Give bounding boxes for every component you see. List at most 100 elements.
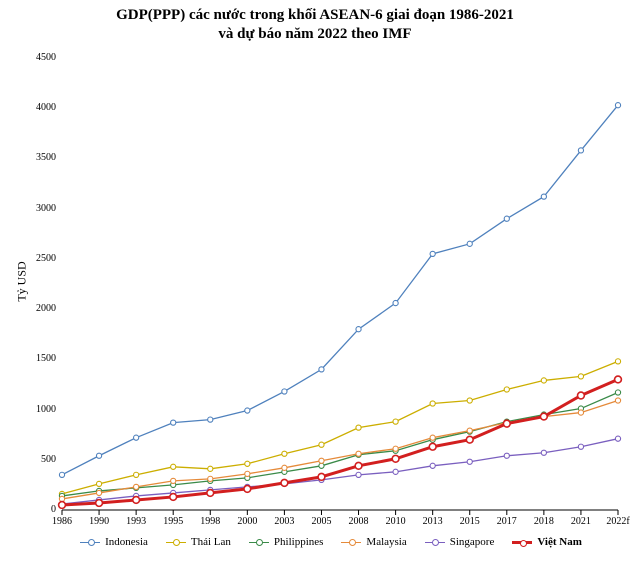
series-marker — [355, 462, 362, 469]
y-tick-label: 3000 — [36, 203, 56, 214]
y-tick-label: 2500 — [36, 253, 56, 264]
x-tick-label: 2021 — [565, 516, 597, 527]
series-marker — [466, 436, 473, 443]
series-marker — [467, 459, 472, 464]
legend-label: Malaysia — [366, 536, 406, 548]
series-marker — [356, 472, 361, 477]
legend-label: Thái Lan — [191, 536, 231, 548]
x-tick-label: 1993 — [120, 516, 152, 527]
series-marker — [578, 410, 583, 415]
x-tick-label: 1990 — [83, 516, 115, 527]
series-marker — [96, 490, 101, 495]
legend-item-malaysia: Malaysia — [341, 536, 406, 548]
legend-marker-icon — [432, 539, 439, 546]
series-marker — [503, 420, 510, 427]
series-line-philippines — [62, 392, 618, 495]
x-tick-label: 2018 — [528, 516, 560, 527]
series-marker — [281, 479, 288, 486]
legend-swatch — [425, 542, 445, 543]
x-tick-label: 1986 — [46, 516, 78, 527]
y-tick-label: 4500 — [36, 52, 56, 63]
x-tick-label: 2008 — [343, 516, 375, 527]
x-tick-label: 2022f — [602, 516, 630, 527]
y-tick-label: 0 — [51, 504, 56, 515]
legend-swatch — [166, 542, 186, 543]
series-marker — [319, 442, 324, 447]
series-marker — [467, 398, 472, 403]
series-marker — [393, 446, 398, 451]
legend-label: Philippines — [274, 536, 324, 548]
series-marker — [319, 367, 324, 372]
series-marker — [615, 359, 620, 364]
series-marker — [615, 398, 620, 403]
legend-swatch — [249, 542, 269, 543]
series-marker — [96, 500, 103, 507]
series-marker — [134, 472, 139, 477]
series-marker — [393, 419, 398, 424]
series-marker — [208, 476, 213, 481]
x-tick-label: 2003 — [268, 516, 300, 527]
series-marker — [96, 453, 101, 458]
x-tick-label: 2015 — [454, 516, 486, 527]
series-marker — [59, 472, 64, 477]
legend-marker-icon — [349, 539, 356, 546]
series-marker — [430, 251, 435, 256]
y-tick-label: 1500 — [36, 353, 56, 364]
series-marker — [245, 471, 250, 476]
legend-item-singapore: Singapore — [425, 536, 495, 548]
series-marker — [504, 387, 509, 392]
series-marker — [430, 435, 435, 440]
series-marker — [467, 428, 472, 433]
series-marker — [59, 502, 66, 509]
series-marker — [578, 392, 585, 399]
series-marker — [319, 458, 324, 463]
series-marker — [429, 443, 436, 450]
series-marker — [615, 436, 620, 441]
series-marker — [282, 389, 287, 394]
chart-container: GDP(PPP) các nước trong khối ASEAN-6 gia… — [0, 0, 630, 563]
x-tick-label: 2013 — [417, 516, 449, 527]
series-marker — [578, 374, 583, 379]
y-tick-label: 4000 — [36, 102, 56, 113]
y-tick-label: 3500 — [36, 152, 56, 163]
y-axis-label: Tỷ USD — [15, 261, 30, 301]
series-marker — [430, 401, 435, 406]
series-marker — [392, 455, 399, 462]
x-tick-label: 1998 — [194, 516, 226, 527]
series-marker — [467, 241, 472, 246]
legend-marker-icon — [173, 539, 180, 546]
series-marker — [96, 481, 101, 486]
series-line-việt-nam — [62, 379, 618, 505]
x-tick-label: 2005 — [305, 516, 337, 527]
series-marker — [171, 420, 176, 425]
series-marker — [393, 469, 398, 474]
series-marker — [282, 451, 287, 456]
series-marker — [59, 496, 64, 501]
series-marker — [540, 413, 547, 420]
series-marker — [356, 425, 361, 430]
chart-title-line1: GDP(PPP) các nước trong khối ASEAN-6 gia… — [116, 7, 514, 23]
x-tick-label: 2017 — [491, 516, 523, 527]
chart-title-line2: và dự báo năm 2022 theo IMF — [218, 26, 411, 42]
series-marker — [134, 484, 139, 489]
series-marker — [541, 378, 546, 383]
series-marker — [208, 417, 213, 422]
series-line-malaysia — [62, 401, 618, 499]
legend-marker-icon — [520, 540, 527, 547]
series-marker — [615, 376, 622, 383]
y-tick-label: 2000 — [36, 303, 56, 314]
series-marker — [282, 465, 287, 470]
legend-label: Singapore — [450, 536, 495, 548]
series-marker — [245, 461, 250, 466]
series-marker — [171, 478, 176, 483]
x-tick-label: 1995 — [157, 516, 189, 527]
legend-swatch — [341, 542, 361, 543]
legend-label: Indonesia — [105, 536, 148, 548]
legend-swatch — [80, 542, 100, 543]
series-marker — [319, 463, 324, 468]
series-marker — [615, 390, 620, 395]
series-marker — [504, 216, 509, 221]
series-marker — [134, 435, 139, 440]
legend-item-indonesia: Indonesia — [80, 536, 148, 548]
series-marker — [318, 473, 325, 480]
